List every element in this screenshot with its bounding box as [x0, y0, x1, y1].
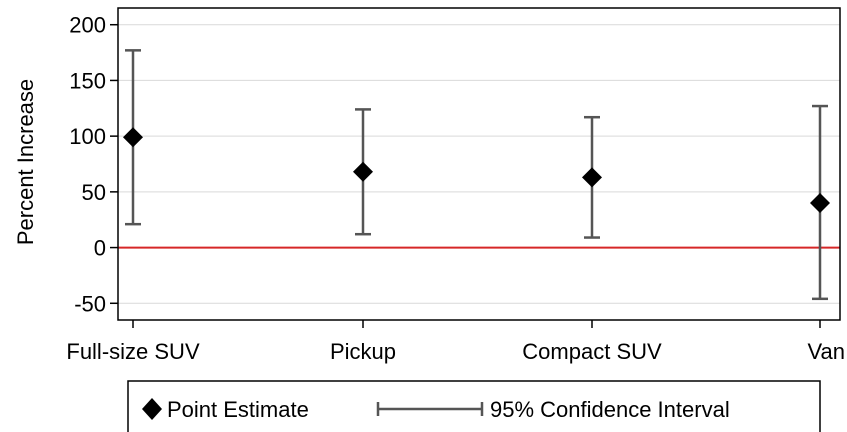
x-tick-labels: Full-size SUV Pickup Compact SUV Van [66, 339, 845, 364]
plot-frame [117, 7, 841, 321]
x-tick-label: Van [807, 339, 845, 364]
point-estimate-marker [353, 161, 373, 182]
x-tick-label: Compact SUV [522, 339, 662, 364]
legend-diamond-icon [142, 398, 162, 420]
y-tick-label: 200 [69, 13, 106, 38]
y-tick-label: 150 [69, 68, 106, 93]
y-tick-label: 50 [82, 180, 106, 205]
point-estimate-marker [810, 193, 830, 213]
y-axis-title: Percent Increase [13, 79, 38, 245]
axes [110, 7, 841, 328]
legend-box [127, 380, 821, 432]
legend-errorbar-icon [376, 402, 484, 416]
y-tick-label: 100 [69, 124, 106, 149]
x-tick-label: Full-size SUV [66, 339, 200, 364]
legend-label-confidence-interval: 95% Confidence Interval [490, 397, 730, 422]
legend-label-point-estimate: Point Estimate [167, 397, 309, 422]
legend: Point Estimate 95% Confidence Interval [127, 380, 821, 432]
y-tick-labels: -50 0 50 100 150 200 [69, 13, 106, 317]
x-tick-label: Pickup [330, 339, 396, 364]
confidence-intervals [125, 49, 828, 301]
point-estimate-marker [582, 167, 602, 188]
y-tick-label: 0 [94, 236, 106, 261]
grid-lines [118, 24, 840, 304]
point-estimate-marker [123, 127, 143, 148]
point-estimates [123, 127, 830, 213]
y-tick-label: -50 [74, 291, 106, 316]
